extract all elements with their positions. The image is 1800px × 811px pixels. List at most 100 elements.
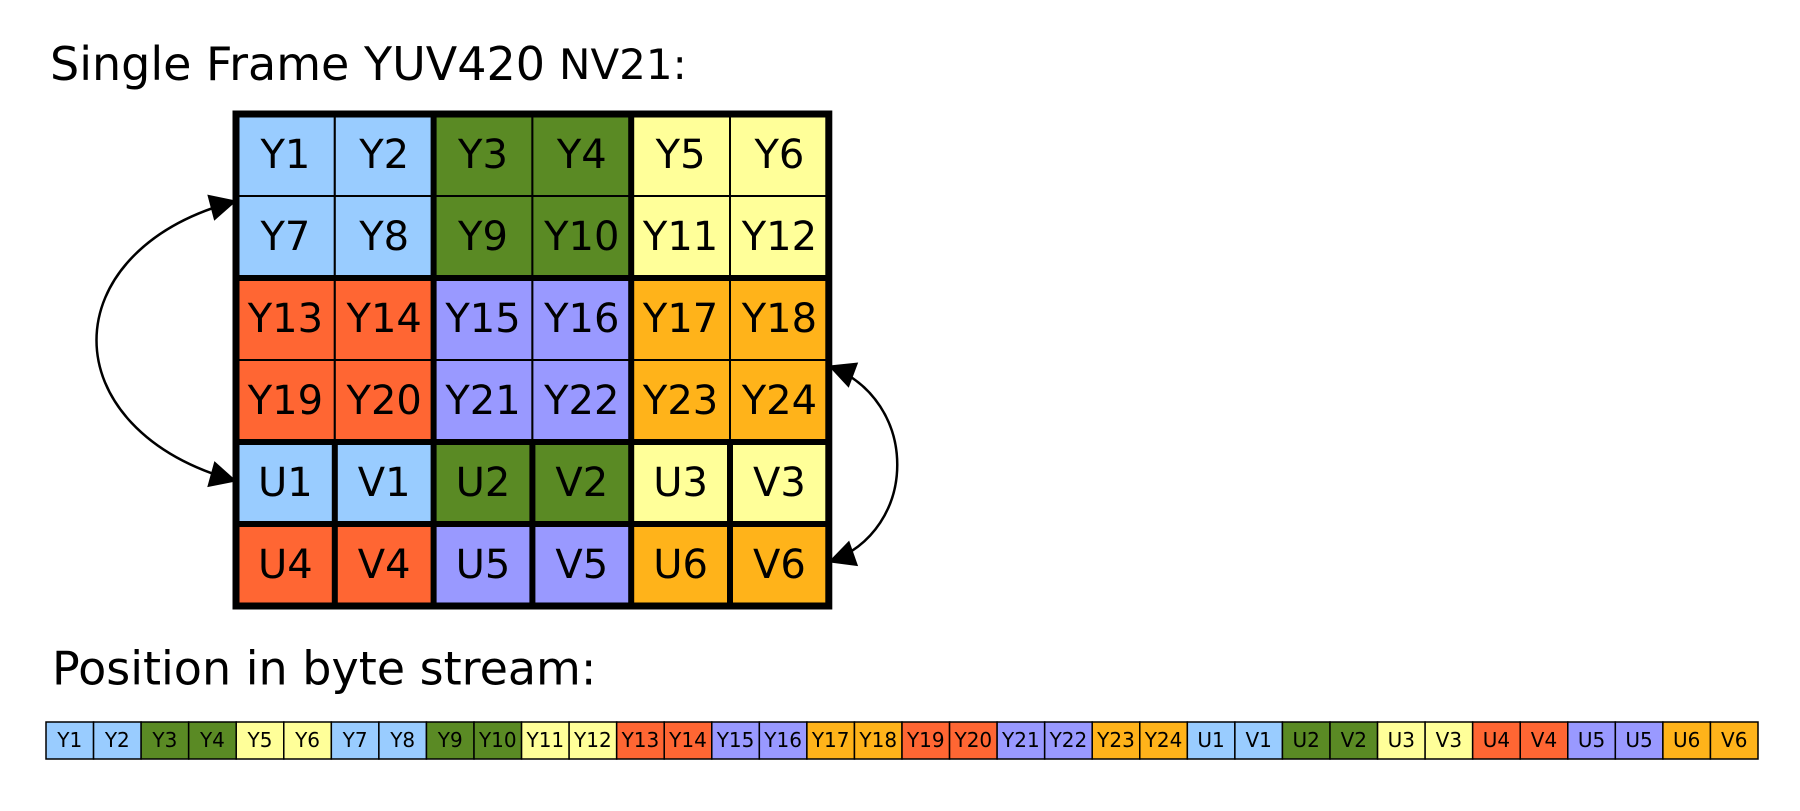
grid-cell-label: Y12 xyxy=(741,214,817,260)
grid-cell xyxy=(333,359,435,443)
grid-cell xyxy=(531,277,633,361)
stream-cell-label: Y2 xyxy=(104,728,130,752)
stream-cell-label: Y13 xyxy=(621,728,660,752)
grid-cell-label: Y2 xyxy=(358,132,409,178)
stream-cell xyxy=(45,721,95,760)
stream-cell xyxy=(235,721,285,760)
grid-cell-label: Y6 xyxy=(753,132,804,178)
grid-cell-label: U6 xyxy=(653,542,708,588)
grid-cell-label: Y13 xyxy=(247,296,323,342)
stream-cell xyxy=(853,721,903,760)
grid-cell xyxy=(531,359,633,443)
stream-cell-label: U1 xyxy=(1197,728,1224,752)
stream-cell-label: Y7 xyxy=(342,728,368,752)
grid-cell-label: Y15 xyxy=(444,296,520,342)
grid-cell xyxy=(729,113,830,197)
grid-cell-label: Y24 xyxy=(741,378,817,424)
stream-cell-label: U5 xyxy=(1578,728,1605,752)
stream-cell-label: Y14 xyxy=(668,728,707,752)
stream-cell-label: Y10 xyxy=(478,728,517,752)
grid-cell-label: Y8 xyxy=(358,214,409,260)
grid-cell-label: U2 xyxy=(456,460,511,506)
stream-cell-label: Y3 xyxy=(151,728,177,752)
swap-arrow-right xyxy=(828,362,899,567)
grid-cell xyxy=(432,359,534,443)
grid-cell xyxy=(729,277,830,361)
grid-cell-label: Y4 xyxy=(556,132,607,178)
stream-cell xyxy=(1614,721,1664,760)
grid-cell-label: V2 xyxy=(555,460,608,506)
stream-cell-label: Y12 xyxy=(573,728,612,752)
grid-cell xyxy=(630,359,732,443)
stream-cell xyxy=(1519,721,1569,760)
stream-cell xyxy=(568,721,618,760)
title-main: Single Frame YUV420 xyxy=(50,37,545,91)
grid-cell-label: Y22 xyxy=(543,378,619,424)
stream-cell-label: Y15 xyxy=(716,728,755,752)
stream-cell-label: Y21 xyxy=(1001,728,1040,752)
grid-cell-label: Y14 xyxy=(346,296,422,342)
stream-cell-label: Y4 xyxy=(199,728,225,752)
stream-cell-label: U3 xyxy=(1388,728,1415,752)
byte-stream: Y1 Y2 Y3 Y4 Y5 Y6 Y7 Y8 Y9 Y10 Y11 Y12 Y13 Y14 Y15 Y16 Y… xyxy=(45,721,1759,760)
grid-cell-label: U4 xyxy=(258,542,313,588)
grid-cell-label: V4 xyxy=(358,542,411,588)
stream-cell-label: U5 xyxy=(1625,728,1652,752)
stream-cell-label: U2 xyxy=(1293,728,1320,752)
frame-grid: Y1 Y2 Y3 Y4 Y5 Y6 Y7 Y8 Y9 Y10 Y11 Y12 Y13 Y14 Y15 Y16 Y… xyxy=(232,110,833,610)
grid-cell-label: Y10 xyxy=(543,214,619,260)
grid-cell xyxy=(531,441,633,525)
grid-cell-label: Y5 xyxy=(655,132,706,178)
grid-cell xyxy=(235,359,336,443)
grid-cell xyxy=(432,441,534,525)
grid-cell-label: V3 xyxy=(753,460,806,506)
grid-cell xyxy=(630,441,732,525)
grid-cell xyxy=(235,113,336,197)
stream-cell-label: V4 xyxy=(1531,728,1557,752)
stream-cell-label: Y8 xyxy=(389,728,415,752)
stream-cell-label: Y5 xyxy=(247,728,273,752)
grid-cell-label: Y19 xyxy=(247,378,323,424)
grid-cell-label: U3 xyxy=(653,460,708,506)
stream-cell-label: V6 xyxy=(1721,728,1747,752)
stream-cell-label: Y1 xyxy=(56,728,82,752)
grid-cell-label: Y1 xyxy=(259,132,310,178)
grid-cell-label: Y18 xyxy=(741,296,817,342)
grid-cell-label: Y9 xyxy=(457,214,508,260)
stream-cell xyxy=(330,721,380,760)
stream-cell xyxy=(187,721,237,760)
grid-cell-label: V6 xyxy=(753,542,806,588)
stream-cell-label: Y19 xyxy=(906,728,945,752)
grid-cell-label: U1 xyxy=(258,460,313,506)
grid-cell-label: Y17 xyxy=(642,296,718,342)
stream-cell xyxy=(1662,721,1712,760)
stream-cell-label: Y20 xyxy=(953,728,992,752)
grid-cell xyxy=(333,195,435,279)
stream-cell-label: Y11 xyxy=(525,728,564,752)
stream-cell xyxy=(1709,721,1759,760)
stream-cell-label: Y22 xyxy=(1049,728,1088,752)
grid-cell xyxy=(729,195,830,279)
grid-cell xyxy=(729,523,830,607)
grid-cell-label: V1 xyxy=(358,460,411,506)
stream-cell-label: Y9 xyxy=(437,728,463,752)
stream-cell-label: U6 xyxy=(1673,728,1700,752)
title-format: NV21: xyxy=(559,40,687,89)
stream-cell-label: Y24 xyxy=(1144,728,1183,752)
swap-arrow-left xyxy=(95,194,237,488)
stream-cell xyxy=(996,721,1046,760)
stream-cell-label: Y6 xyxy=(294,728,320,752)
stream-cell xyxy=(1329,721,1379,760)
stream-cell-label: V2 xyxy=(1341,728,1367,752)
stream-cell xyxy=(378,721,428,760)
stream-cell xyxy=(806,721,856,760)
grid-cell-label: Y16 xyxy=(543,296,619,342)
grid-cell-label: U5 xyxy=(456,542,511,588)
stream-cell-label: V3 xyxy=(1436,728,1462,752)
stream-cell-label: Y23 xyxy=(1096,728,1135,752)
grid-cell xyxy=(531,195,633,279)
grid-cell-label: Y23 xyxy=(642,378,718,424)
stream-cell xyxy=(1376,721,1426,760)
